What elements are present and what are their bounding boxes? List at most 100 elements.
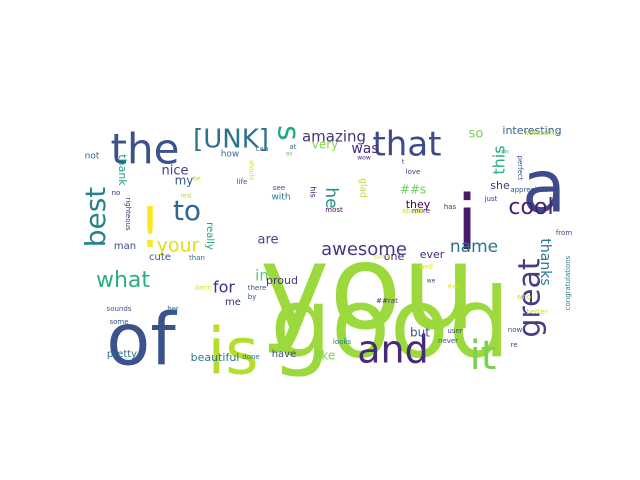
word-cloud-word: better bbox=[526, 308, 548, 316]
word-cloud-word: more bbox=[412, 207, 430, 215]
word-cloud-word: her bbox=[167, 305, 179, 313]
word-cloud-word: that bbox=[372, 125, 441, 165]
word-cloud-word: ##i bbox=[447, 284, 459, 291]
word-cloud-word: thank bbox=[116, 154, 129, 186]
word-cloud-word: the bbox=[111, 125, 180, 174]
word-cloud-word: cute bbox=[149, 252, 171, 263]
word-cloud-word: man bbox=[114, 241, 136, 252]
word-cloud-word: wonderful bbox=[524, 129, 559, 137]
word-cloud-word: from bbox=[556, 229, 572, 237]
word-cloud-word: about bbox=[402, 207, 422, 215]
word-cloud-word: appreciate bbox=[510, 186, 547, 194]
word-cloud-word: some bbox=[109, 318, 128, 326]
word-cloud-word: one bbox=[384, 250, 405, 263]
word-cloud-word: perfect bbox=[516, 156, 524, 181]
word-cloud-word: really bbox=[204, 222, 215, 250]
word-cloud-word: awesome bbox=[321, 239, 407, 260]
word-cloud-word: t bbox=[402, 159, 405, 166]
word-cloud-word: good bbox=[270, 267, 509, 379]
word-cloud-word: and bbox=[357, 328, 429, 372]
word-cloud-word: well bbox=[419, 263, 433, 271]
word-cloud-word: how bbox=[221, 150, 240, 160]
word-cloud-word: ##rat bbox=[376, 297, 398, 305]
word-cloud-word: it bbox=[470, 333, 497, 379]
word-cloud-word: at bbox=[289, 143, 296, 151]
word-cloud-word: you bbox=[260, 218, 477, 356]
word-cloud-word: we bbox=[427, 278, 436, 285]
word-cloud-word: there bbox=[248, 284, 267, 292]
word-cloud-word: ever bbox=[420, 248, 445, 261]
word-cloud-word: on bbox=[501, 149, 509, 156]
word-cloud-word: ! bbox=[139, 196, 161, 261]
word-cloud-word: looks bbox=[333, 338, 352, 346]
word-cloud-word: name bbox=[450, 237, 498, 257]
word-cloud-word: of bbox=[106, 298, 177, 382]
word-cloud-word: interesting bbox=[502, 124, 561, 137]
word-cloud-word: like bbox=[315, 349, 336, 363]
word-cloud-word: see bbox=[273, 184, 285, 192]
word-cloud-word: your bbox=[157, 235, 200, 257]
word-cloud-word: me bbox=[225, 297, 241, 308]
word-cloud-word: s bbox=[271, 125, 306, 141]
word-cloud-word: glad bbox=[358, 178, 368, 197]
word-cloud-word: no bbox=[112, 189, 121, 197]
word-cloud-word: was bbox=[351, 141, 378, 157]
word-cloud-word: has bbox=[444, 203, 457, 211]
word-cloud-word: are bbox=[257, 233, 278, 248]
word-cloud-word: not bbox=[85, 152, 100, 162]
word-cloud-word: in bbox=[255, 267, 269, 285]
word-cloud-word: i bbox=[456, 178, 477, 267]
word-cloud-word: as bbox=[286, 151, 293, 158]
word-cloud-word: damn bbox=[194, 285, 211, 292]
word-cloud-word: great bbox=[513, 258, 548, 338]
word-cloud-word: [UNK] bbox=[193, 125, 269, 155]
word-cloud-word: so bbox=[469, 127, 484, 142]
word-cloud-word: a bbox=[522, 145, 566, 229]
word-cloud-word: this bbox=[490, 145, 509, 174]
word-cloud-word: sounds bbox=[107, 305, 132, 313]
word-cloud-word: life bbox=[237, 178, 248, 186]
word-cloud-word: what bbox=[96, 268, 150, 293]
word-cloud-word: he bbox=[321, 187, 341, 208]
word-cloud-word: done bbox=[242, 353, 259, 361]
word-cloud-word: best bbox=[79, 187, 112, 248]
word-cloud-word: ##s bbox=[400, 183, 426, 197]
word-cloud-word: nice bbox=[162, 164, 189, 179]
word-cloud-word: cool bbox=[508, 195, 553, 220]
word-cloud-word: with bbox=[271, 193, 290, 203]
word-cloud-word: very bbox=[312, 138, 339, 152]
word-cloud-word: she bbox=[490, 179, 510, 192]
word-cloud-word: for bbox=[213, 278, 235, 297]
word-cloud-word: just bbox=[484, 195, 498, 203]
word-cloud-word: should bbox=[248, 160, 255, 180]
word-cloud-word: my bbox=[175, 174, 194, 188]
word-cloud-word: than bbox=[189, 254, 205, 262]
word-cloud-word: same bbox=[374, 254, 391, 261]
word-cloud-word: love bbox=[406, 168, 421, 176]
word-cloud-word: righteous bbox=[124, 197, 132, 230]
word-cloud-word: proud bbox=[266, 274, 298, 287]
word-cloud-word: never bbox=[438, 337, 458, 345]
word-cloud-word: to bbox=[173, 194, 201, 227]
word-cloud-word: wow bbox=[357, 155, 371, 162]
word-cloud-word: thanks bbox=[537, 238, 553, 285]
word-cloud-word: they bbox=[406, 198, 431, 211]
word-cloud-word: now bbox=[508, 326, 523, 334]
word-cloud-word: can bbox=[256, 145, 269, 153]
word-cloud-word: be bbox=[193, 176, 201, 183]
word-cloud-word: who bbox=[517, 293, 531, 301]
word-cloud-word: real bbox=[180, 193, 192, 200]
word-cloud-word: have bbox=[272, 349, 297, 360]
word-cloud-word: by bbox=[248, 293, 257, 301]
word-cloud-word: but bbox=[410, 326, 430, 340]
word-cloud-word: his bbox=[309, 186, 318, 197]
word-cloud-word: congratulations bbox=[564, 255, 572, 310]
word-cloud-word: most bbox=[325, 206, 343, 214]
word-cloud-word: amazing bbox=[302, 128, 366, 146]
word-cloud-word: user bbox=[447, 327, 462, 335]
word-cloud-word: is bbox=[207, 316, 258, 390]
word-cloud-word: beautiful bbox=[191, 351, 240, 364]
word-cloud-word: pretty bbox=[107, 349, 137, 360]
